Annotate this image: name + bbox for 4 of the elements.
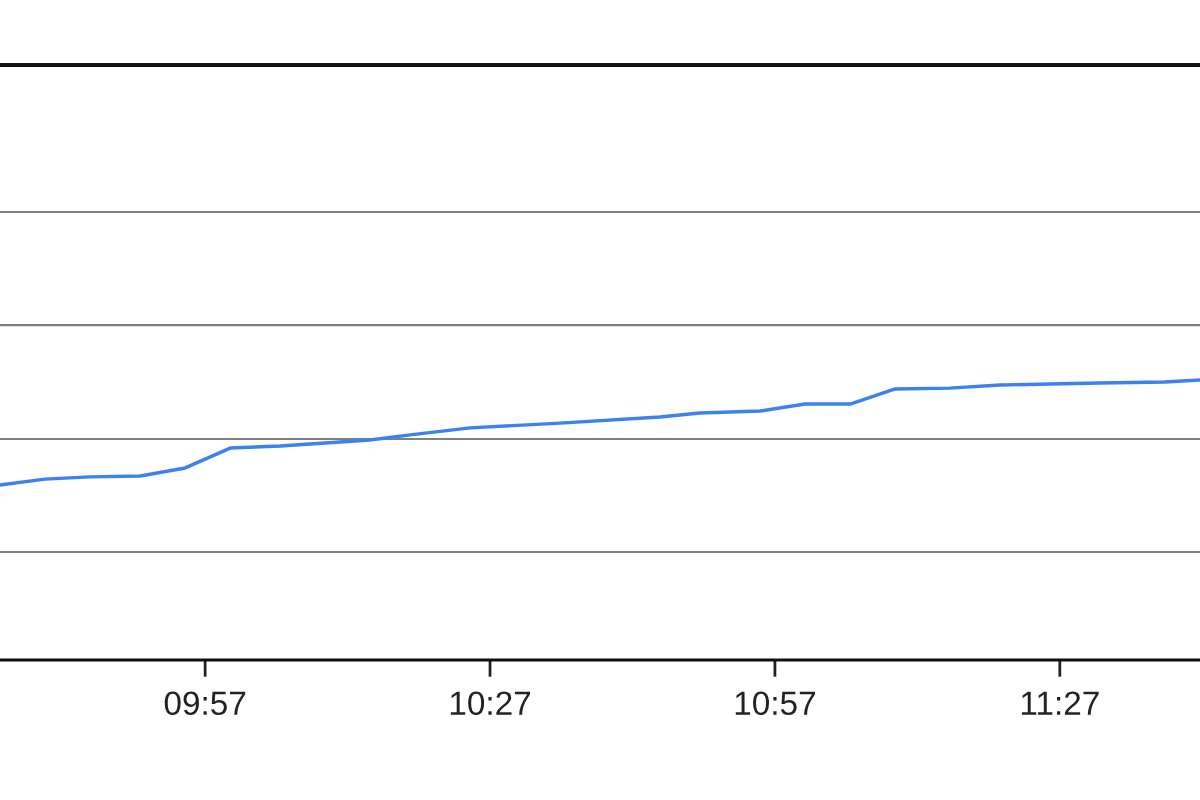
x-tick-label: 09:57: [164, 691, 246, 716]
x-tick-label: 10:27: [450, 691, 531, 716]
x-tick-label: 11:27: [1021, 691, 1099, 715]
x-tick-label: 10:57: [735, 691, 815, 716]
